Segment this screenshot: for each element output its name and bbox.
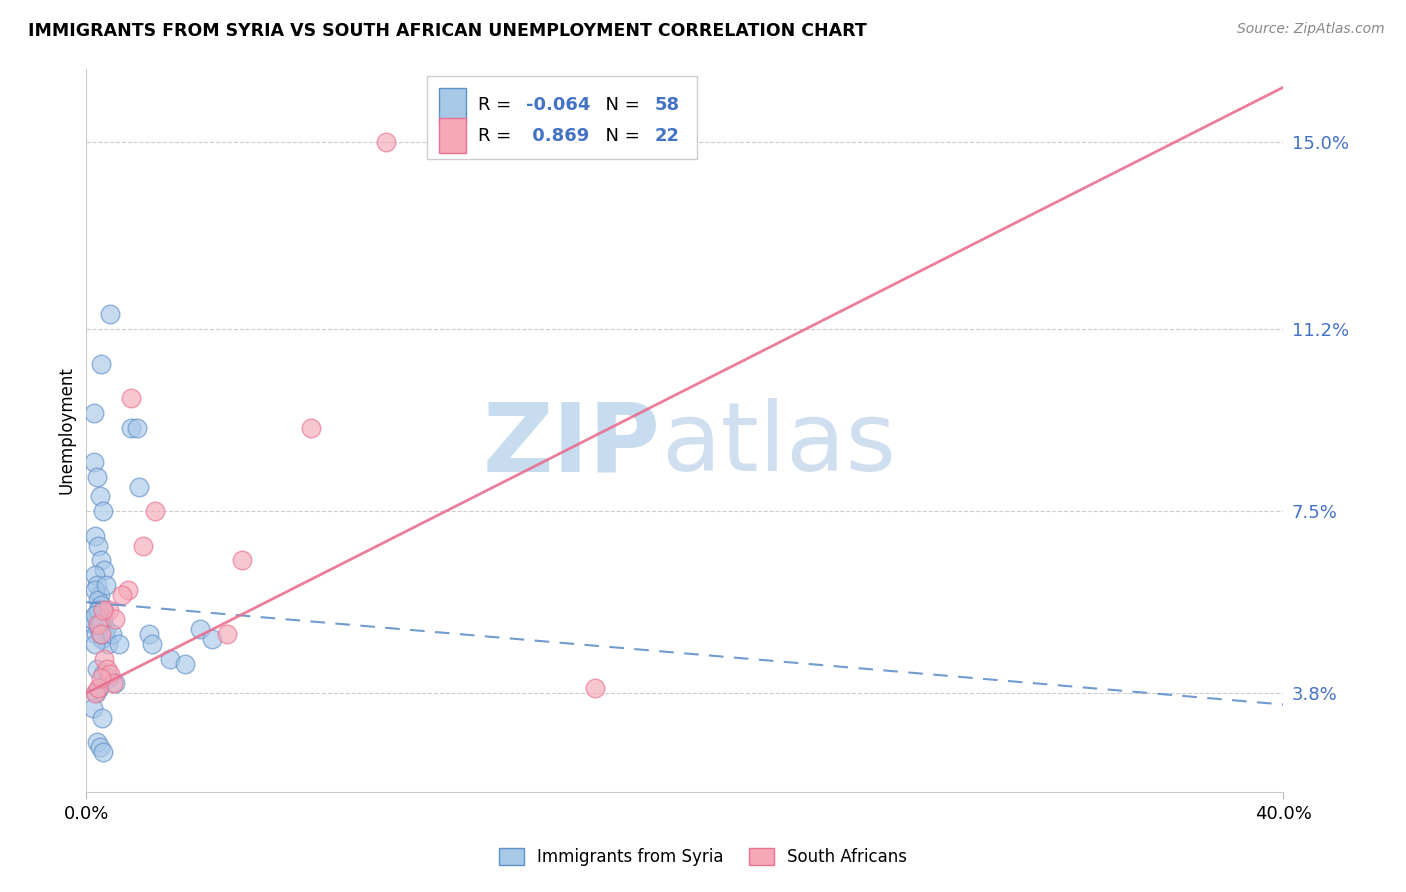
Point xyxy=(89,740,111,755)
Point xyxy=(83,637,105,651)
Point xyxy=(120,391,142,405)
Point xyxy=(86,470,108,484)
Point xyxy=(86,578,108,592)
Point xyxy=(94,627,117,641)
Point xyxy=(89,617,111,632)
Point xyxy=(94,578,117,592)
Text: 22: 22 xyxy=(655,127,681,145)
Bar xyxy=(427,76,697,159)
Point xyxy=(96,662,118,676)
Point xyxy=(215,627,238,641)
Point xyxy=(90,672,112,686)
Point xyxy=(127,420,149,434)
Text: R =: R = xyxy=(478,95,517,114)
Legend: Immigrants from Syria, South Africans: Immigrants from Syria, South Africans xyxy=(491,840,915,875)
Point xyxy=(583,681,606,696)
Point xyxy=(93,563,115,577)
Point xyxy=(231,553,253,567)
Point xyxy=(174,657,197,671)
Text: ZIP: ZIP xyxy=(484,398,661,491)
Point xyxy=(98,308,121,322)
Point xyxy=(100,627,122,641)
Point xyxy=(86,602,108,616)
Point xyxy=(90,553,112,567)
Point xyxy=(159,652,181,666)
Point xyxy=(138,627,160,641)
Point xyxy=(84,568,107,582)
Point xyxy=(104,676,127,690)
Point xyxy=(299,420,322,434)
Text: -0.064: -0.064 xyxy=(526,95,591,114)
Point xyxy=(86,617,108,632)
Text: 0.869: 0.869 xyxy=(526,127,589,145)
Point xyxy=(201,632,224,646)
Point xyxy=(83,607,105,622)
Point xyxy=(143,504,166,518)
Point xyxy=(82,617,104,632)
Text: R =: R = xyxy=(478,127,523,145)
Point xyxy=(83,406,105,420)
Point xyxy=(98,666,121,681)
Point xyxy=(84,686,107,700)
Point xyxy=(111,588,134,602)
Point xyxy=(91,602,114,616)
Point xyxy=(83,686,105,700)
Y-axis label: Unemployment: Unemployment xyxy=(58,366,75,494)
Point xyxy=(374,136,396,150)
Point xyxy=(108,637,131,651)
Point xyxy=(90,632,112,646)
Point xyxy=(132,539,155,553)
Point xyxy=(86,662,108,676)
Point xyxy=(91,612,114,626)
Point xyxy=(90,357,112,371)
Point xyxy=(141,637,163,651)
Bar xyxy=(440,119,465,153)
Point xyxy=(120,420,142,434)
Point xyxy=(84,627,107,641)
Point xyxy=(128,480,150,494)
Point xyxy=(104,612,127,626)
Point xyxy=(90,627,112,641)
Point xyxy=(89,588,111,602)
Point xyxy=(89,490,111,504)
Text: IMMIGRANTS FROM SYRIA VS SOUTH AFRICAN UNEMPLOYMENT CORRELATION CHART: IMMIGRANTS FROM SYRIA VS SOUTH AFRICAN U… xyxy=(28,22,868,40)
Point xyxy=(82,701,104,715)
Point xyxy=(188,622,211,636)
Point xyxy=(87,539,110,553)
Point xyxy=(117,582,139,597)
Point xyxy=(101,676,124,690)
Point xyxy=(90,711,112,725)
Point xyxy=(93,652,115,666)
Point xyxy=(86,592,108,607)
Point xyxy=(87,612,110,626)
Point xyxy=(86,617,108,632)
Text: 58: 58 xyxy=(655,95,681,114)
Point xyxy=(91,666,114,681)
Point xyxy=(97,672,120,686)
Text: Source: ZipAtlas.com: Source: ZipAtlas.com xyxy=(1237,22,1385,37)
Text: atlas: atlas xyxy=(661,398,896,491)
Text: N =: N = xyxy=(593,127,645,145)
Point xyxy=(86,681,108,696)
Bar xyxy=(440,87,465,122)
Point xyxy=(91,504,114,518)
Point xyxy=(91,745,114,759)
Point xyxy=(97,637,120,651)
Text: N =: N = xyxy=(593,95,645,114)
Point xyxy=(97,602,120,616)
Point xyxy=(84,607,107,622)
Point xyxy=(83,582,105,597)
Point xyxy=(83,455,105,469)
Point xyxy=(86,735,108,749)
Point xyxy=(80,612,103,626)
Point xyxy=(87,681,110,696)
Point xyxy=(90,598,112,612)
Point xyxy=(90,627,112,641)
Point xyxy=(87,622,110,636)
Point xyxy=(94,622,117,636)
Point xyxy=(93,602,115,616)
Point xyxy=(84,529,107,543)
